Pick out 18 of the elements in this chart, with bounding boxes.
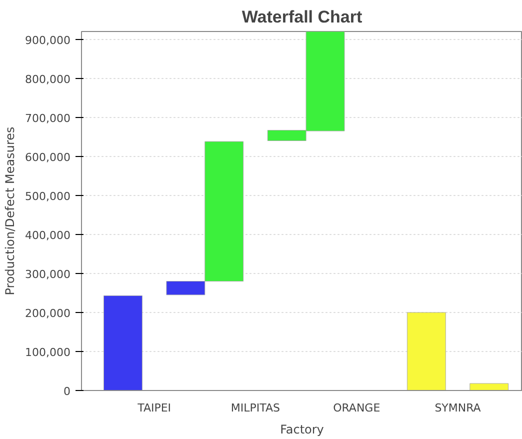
y-tick-label: 900,000 [25,34,71,47]
y-tick-label: 500,000 [25,190,71,203]
x-tick-label: SYMNRA [434,402,482,414]
bar [470,383,509,390]
chart-title: Waterfall Chart [242,8,362,26]
y-axis-title: Production/Defect Measures [3,126,18,296]
y-tick-label: 0 [64,385,70,398]
y-tick-label: 800,000 [25,72,71,86]
y-tick-label: 100,000 [25,346,71,359]
y-tick-label: 400,000 [25,228,71,242]
y-tick-label: 700,000 [25,112,71,125]
y-tick-label: 600,000 [25,150,71,164]
x-tick-label: TAIPEI [136,402,172,414]
x-tick-label: MILPITAS [230,402,280,414]
x-tick-label: ORANGE [333,402,380,414]
y-tick-label: 300,000 [25,268,71,281]
x-axis-title: Factory [280,422,324,436]
y-tick-label: 200,000 [25,306,71,320]
